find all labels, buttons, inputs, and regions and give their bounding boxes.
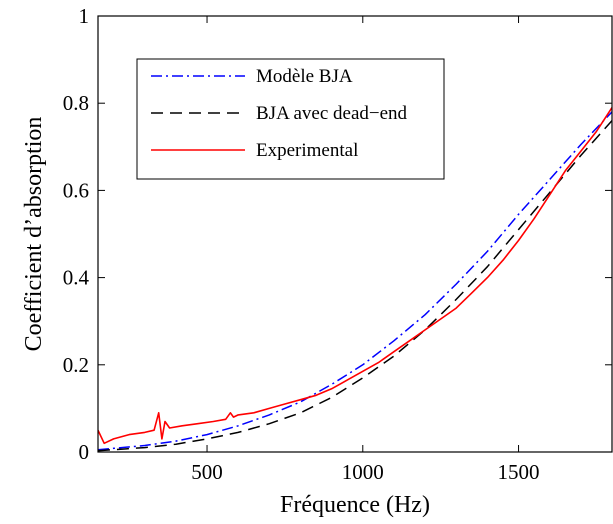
legend: Modèle BJA BJA avec dead−end Experimental — [136, 58, 445, 180]
x-tick-label: 1500 — [498, 460, 540, 484]
y-tick-label: 0.4 — [63, 266, 90, 290]
legend-label-0: Modèle BJA — [256, 66, 353, 87]
series-line-1 — [98, 120, 612, 452]
axis-ticks: 500 1000 1500 0 0.2 0.4 0.6 0.8 1 — [63, 4, 612, 484]
x-tick-label: 500 — [191, 460, 223, 484]
plot-area — [98, 107, 612, 452]
y-axis-label: Coefficient d’absorption — [21, 117, 47, 352]
series-line-0 — [98, 111, 612, 451]
x-tick-label: 1000 — [342, 460, 384, 484]
series-line-2 — [98, 107, 612, 445]
y-tick-label: 1 — [79, 4, 90, 28]
y-tick-label: 0.2 — [63, 353, 89, 377]
legend-label-2: Experimental — [256, 140, 358, 161]
legend-label-1: BJA avec dead−end — [256, 103, 408, 124]
legend-box — [136, 58, 445, 180]
x-axis-label: Fréquence (Hz) — [280, 492, 430, 518]
y-tick-label: 0 — [79, 440, 90, 464]
y-tick-label: 0.8 — [63, 91, 89, 115]
axes-frame — [97, 15, 613, 453]
y-tick-label: 0.6 — [63, 178, 89, 202]
